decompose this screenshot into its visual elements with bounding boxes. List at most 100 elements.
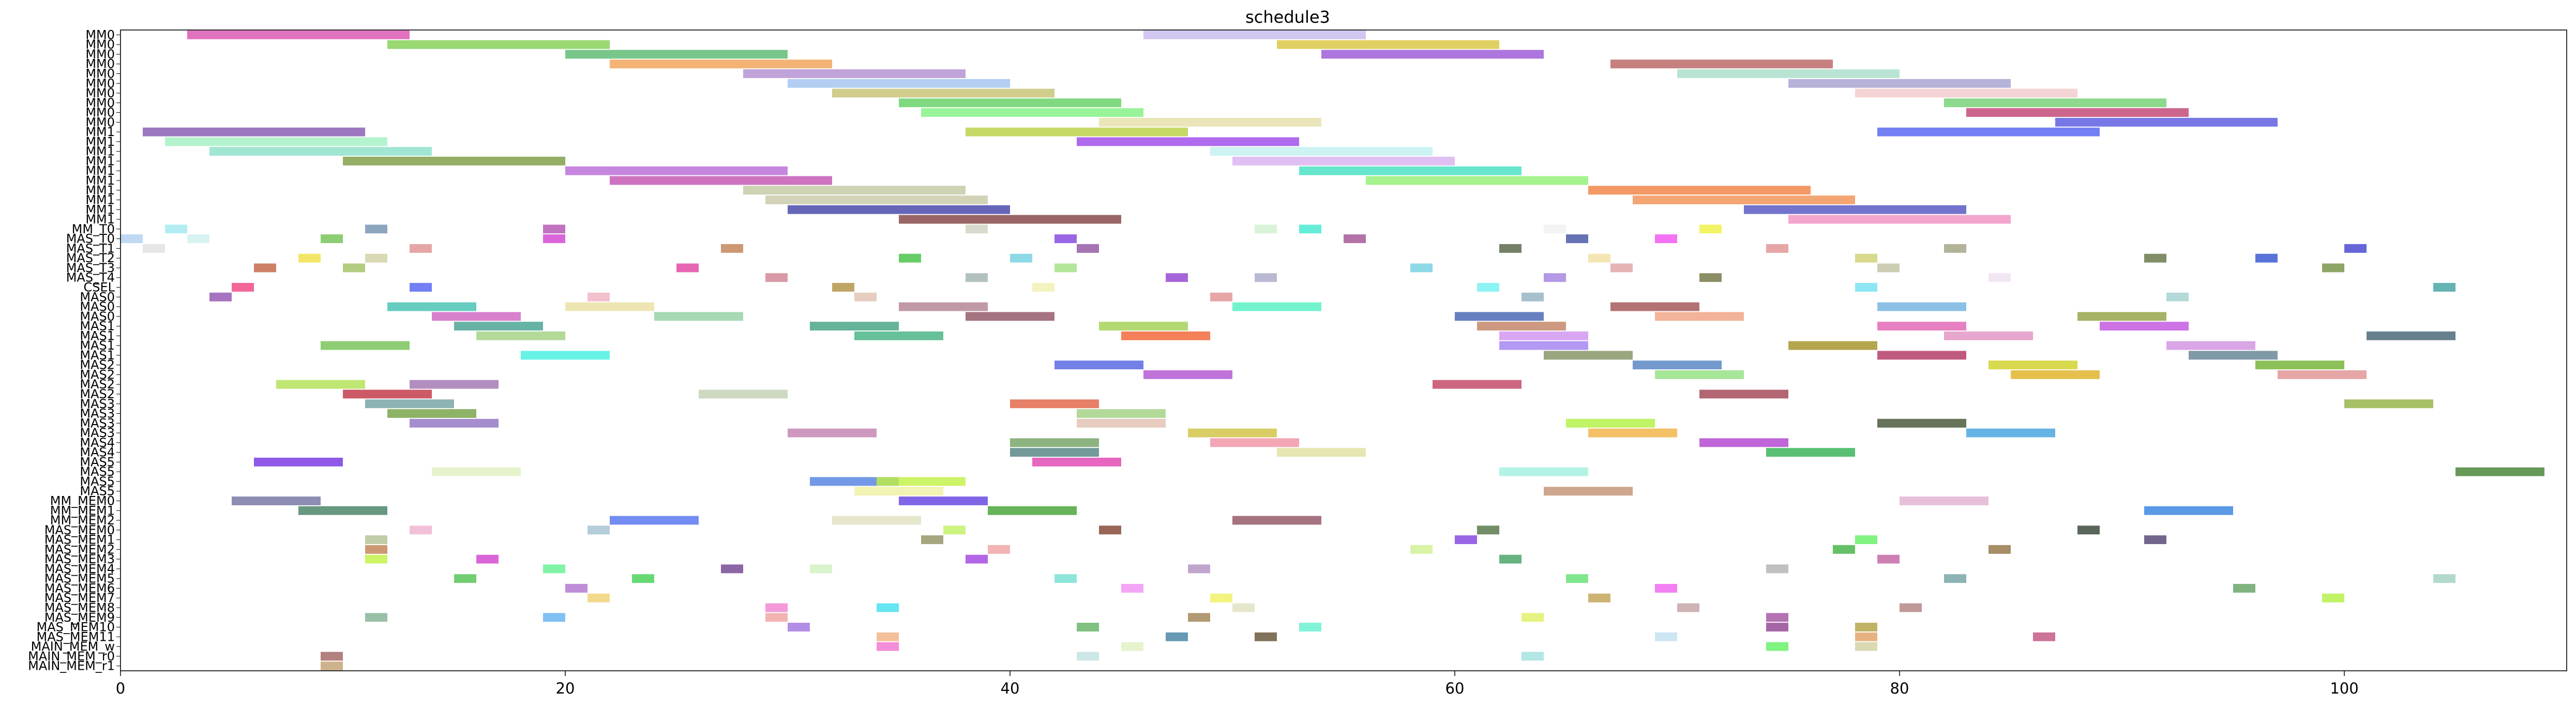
task-bar [454, 322, 543, 331]
y-tick-label: MAS0 [80, 299, 115, 314]
task-bar [521, 351, 610, 360]
task-bar [1855, 253, 1877, 263]
task-bar [1544, 351, 1633, 360]
y-tick-label: MAS4 [80, 445, 115, 460]
y-tick-label: CSEL [83, 280, 115, 294]
y-tick-label: MAS_MEM10 [37, 620, 115, 635]
task-bar [2166, 292, 2189, 302]
y-tick-label: MM1 [85, 173, 115, 188]
task-bar [1455, 535, 1477, 545]
y-tick-label: MAS_MEM3 [44, 552, 115, 566]
task-bar [988, 506, 1077, 515]
task-bar [1855, 88, 2077, 98]
y-tick-label: MM0 [85, 27, 115, 42]
task-bar [1099, 525, 1121, 535]
y-tick-label: MM0 [85, 96, 115, 110]
task-bar [1188, 428, 1277, 438]
y-tick-label: MAS_MEM4 [44, 562, 115, 576]
task-bar [254, 457, 343, 467]
task-bar [1299, 166, 1522, 175]
y-tick-label: MM1 [85, 212, 115, 227]
task-bar [1633, 195, 1855, 204]
task-bar [1944, 331, 2033, 340]
task-bar [1477, 525, 1499, 535]
task-bar [387, 40, 610, 49]
task-bar [877, 603, 899, 612]
task-bar [1477, 283, 1499, 292]
task-bar [1566, 418, 1655, 428]
x-tick-label: 100 [2330, 680, 2358, 697]
task-bar [1499, 554, 1522, 564]
task-bar [1099, 117, 1321, 127]
task-bar [676, 263, 699, 273]
x-tick-label: 20 [556, 680, 575, 697]
task-bar [1788, 215, 2011, 224]
task-bar [343, 156, 565, 166]
task-bar [2367, 331, 2456, 340]
task-bar [810, 322, 899, 331]
y-tick-label: MAS5 [80, 484, 115, 499]
y-tick-label: MAS5 [80, 464, 115, 479]
task-bar [1855, 283, 1877, 292]
task-bar [276, 380, 365, 389]
task-bar [587, 593, 610, 603]
task-bar [1299, 623, 1321, 631]
task-bar [1699, 273, 1722, 282]
task-bar [1877, 127, 2100, 137]
task-bar [1032, 283, 1054, 292]
y-tick-label: MM0 [85, 115, 115, 129]
task-bar [1588, 428, 1677, 438]
task-bar [1054, 574, 1077, 583]
task-bar [2233, 583, 2255, 593]
task-bar [2456, 467, 2544, 476]
task-bar [1054, 360, 1143, 370]
task-bar [899, 253, 921, 263]
task-bar [743, 69, 966, 78]
task-bar [1477, 322, 1566, 331]
task-bar [1232, 156, 1455, 166]
y-tick-label: MAS0 [80, 309, 115, 324]
y-tick-label: MAS1 [80, 319, 115, 334]
task-bar [765, 195, 988, 204]
task-bar [2144, 535, 2166, 545]
task-bar [543, 564, 565, 574]
task-bar [1699, 389, 1788, 399]
task-bar [365, 253, 387, 263]
task-bar [1410, 263, 1433, 273]
task-bar [1699, 224, 1722, 234]
task-bar [1655, 583, 1677, 593]
task-bar [2322, 593, 2344, 603]
bars-layer [120, 30, 2544, 671]
task-bar [1655, 632, 1677, 641]
y-tick-label: MM0 [85, 47, 115, 62]
task-bar [1655, 370, 1744, 379]
task-bar [1966, 108, 2189, 117]
task-bar [1010, 253, 1032, 263]
task-bar [721, 564, 743, 574]
task-bar [321, 661, 343, 671]
y-tick-label: MAS_T3 [66, 261, 115, 275]
task-bar [1877, 322, 1966, 331]
y-tick-label: MM0 [85, 37, 115, 52]
task-bar [143, 127, 365, 137]
task-bar [1677, 69, 1900, 78]
task-bar [877, 632, 899, 641]
chart-title: schedule3 [1245, 7, 1330, 27]
task-bar [365, 535, 387, 545]
task-bar [1054, 234, 1077, 244]
task-bar [1210, 147, 1433, 156]
task-bar [543, 224, 565, 234]
task-bar [1522, 292, 1544, 302]
y-tick-label: MAS_MEM2 [44, 542, 115, 556]
task-bar [1210, 292, 1232, 302]
task-bar [943, 525, 966, 535]
task-bar [565, 302, 654, 311]
y-tick-label: MAS_T1 [66, 241, 115, 255]
task-bar [365, 545, 387, 554]
task-bar [1766, 623, 1788, 631]
task-bar [1232, 516, 1321, 525]
task-bar [699, 389, 788, 399]
y-tick-label: MAS2 [80, 358, 115, 372]
task-bar [1366, 176, 1588, 185]
